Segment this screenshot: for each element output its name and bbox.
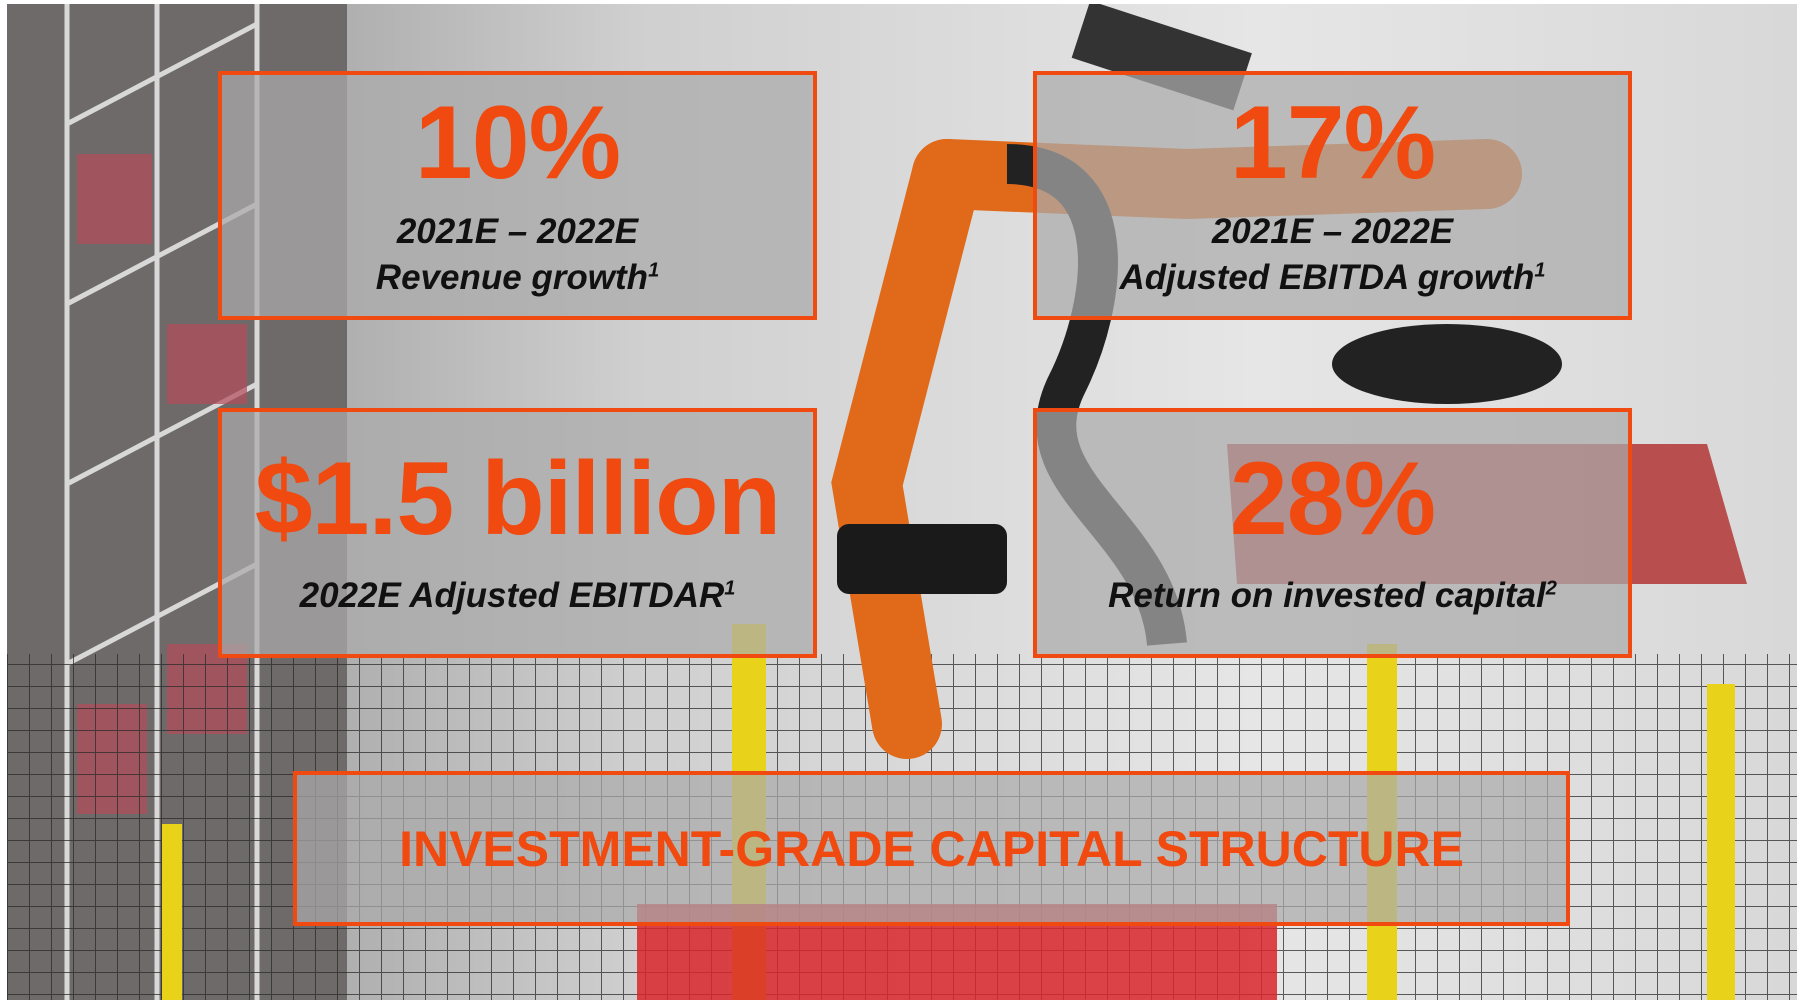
stat-caption: 2022E Adjusted EBITDAR1 [300, 573, 736, 619]
stat-value: $1.5 billion [255, 447, 780, 551]
banner-box: INVESTMENT-GRADE CAPITAL STRUCTURE [293, 771, 1570, 926]
stat-tile: $1.5 billion 2022E Adjusted EBITDAR1 [218, 408, 817, 658]
caption-text: Revenue growth [376, 258, 648, 297]
caption-text: 2021E – 2022E [397, 212, 638, 251]
caption-text: 2021E – 2022E [1212, 212, 1453, 251]
footnote-mark: 1 [648, 259, 659, 281]
stat-caption: Adjusted EBITDA growth1 [1120, 255, 1546, 301]
footnote-mark: 2 [1546, 578, 1557, 600]
stat-value: 28% [1230, 447, 1435, 551]
banner-text: INVESTMENT-GRADE CAPITAL STRUCTURE [399, 820, 1464, 878]
stat-caption: 2021E – 2022E [1212, 209, 1453, 255]
caption-text: Return on invested capital [1108, 576, 1546, 615]
caption-text: 2022E Adjusted EBITDAR [300, 576, 725, 615]
footnote-mark: 1 [1534, 259, 1545, 281]
stat-tile: 17% 2021E – 2022E Adjusted EBITDA growth1 [1033, 71, 1632, 320]
slide: 10%2021E – 2022ERevenue growth117%2021E … [0, 0, 1804, 1002]
stat-caption: 2021E – 2022E [397, 209, 638, 255]
stat-value: 17% [1230, 91, 1435, 195]
stat-tile: 10% 2021E – 2022E Revenue growth1 [218, 71, 817, 320]
page: Slide {"tiles": [ {"value": "10%", "line… [0, 0, 1804, 1002]
stat-caption: Revenue growth1 [376, 255, 659, 301]
stat-value: 10% [415, 91, 620, 195]
stat-caption: Return on invested capital2 [1108, 573, 1557, 619]
caption-text: Adjusted EBITDA growth [1120, 258, 1535, 297]
footnote-mark: 1 [724, 578, 735, 600]
stat-tile: 28% Return on invested capital2 [1033, 408, 1632, 658]
